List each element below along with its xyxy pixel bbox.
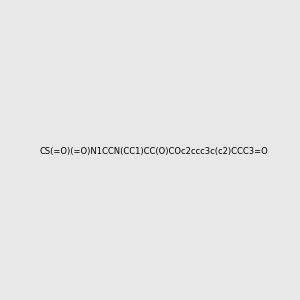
Text: CS(=O)(=O)N1CCN(CC1)CC(O)COc2ccc3c(c2)CCC3=O: CS(=O)(=O)N1CCN(CC1)CC(O)COc2ccc3c(c2)CC…	[39, 147, 268, 156]
